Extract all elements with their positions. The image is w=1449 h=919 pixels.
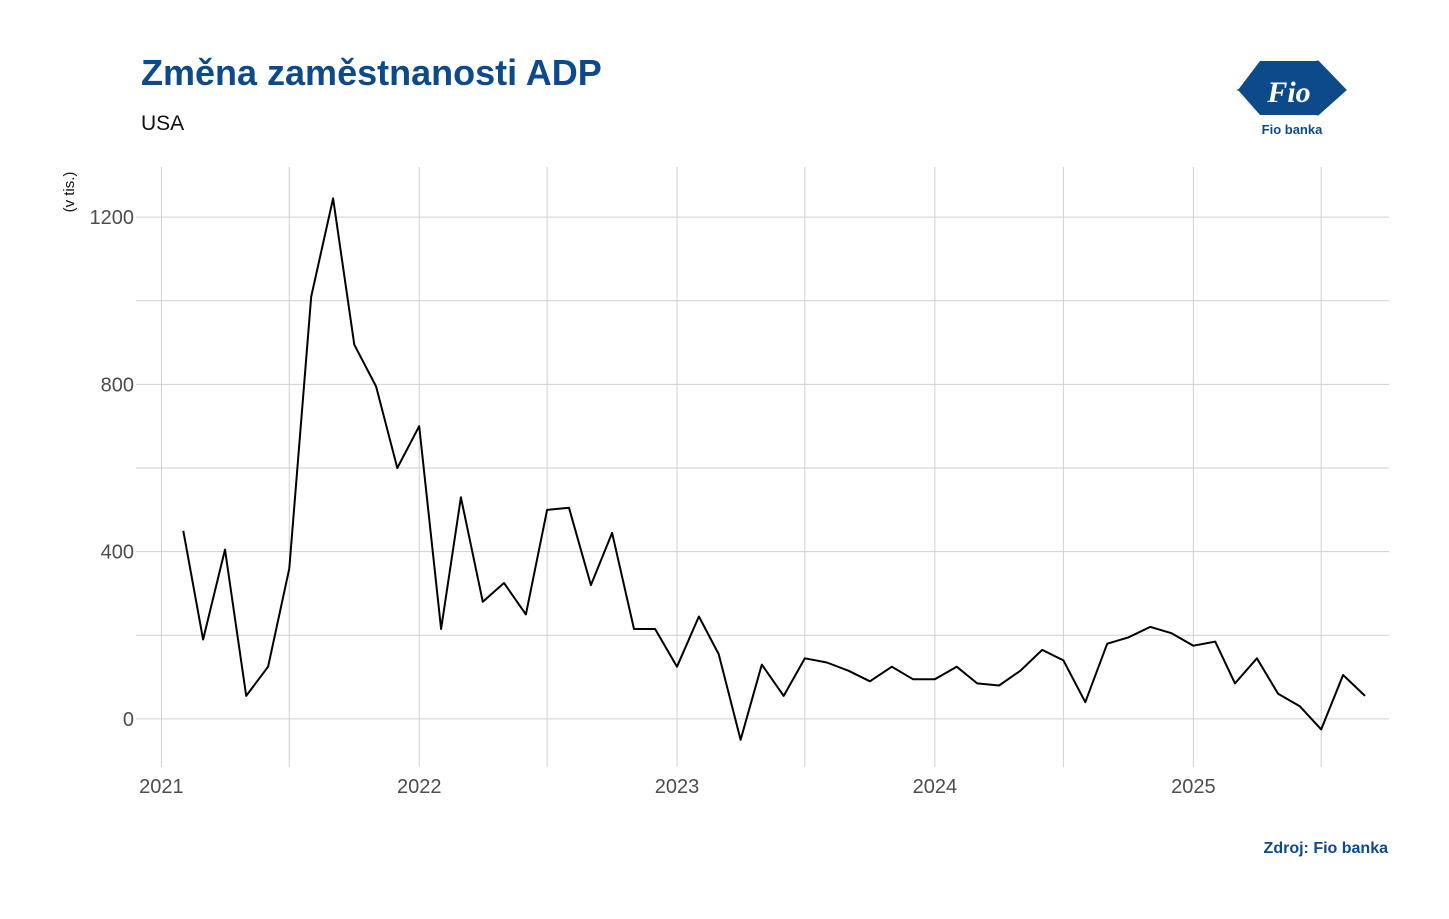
- x-tick-label: 2025: [1171, 776, 1216, 798]
- fio-flag-logo-icon: Fio Fio banka: [1236, 60, 1347, 137]
- series-line: [182, 197, 1366, 741]
- logo-caption: Fio banka: [1262, 122, 1323, 137]
- axes: 0 400 800 1200 2021 2022 2023 2024 2025: [90, 207, 1216, 798]
- x-tick-label: 2023: [655, 776, 700, 798]
- series-layer: [182, 197, 1366, 741]
- logo-mark-text: Fio: [1266, 76, 1310, 109]
- y-tick-label: 400: [101, 542, 134, 564]
- x-tick-label: 2024: [913, 776, 958, 798]
- x-tick-label: 2021: [139, 776, 184, 798]
- fio-banka-logo: Fio Fio banka: [1236, 58, 1348, 140]
- y-tick-label: 0: [123, 709, 134, 731]
- grid-lines: [136, 167, 1389, 767]
- chart-title: Změna zaměstnanosti ADP: [141, 52, 602, 93]
- y-tick-label: 1200: [90, 207, 135, 229]
- chart-subtitle: USA: [141, 112, 185, 135]
- x-tick-label: 2022: [397, 776, 442, 798]
- y-tick-label: 800: [101, 374, 134, 396]
- source-note: Zdroj: Fio banka: [1263, 840, 1388, 857]
- y-axis-label: (v tis.): [61, 172, 78, 213]
